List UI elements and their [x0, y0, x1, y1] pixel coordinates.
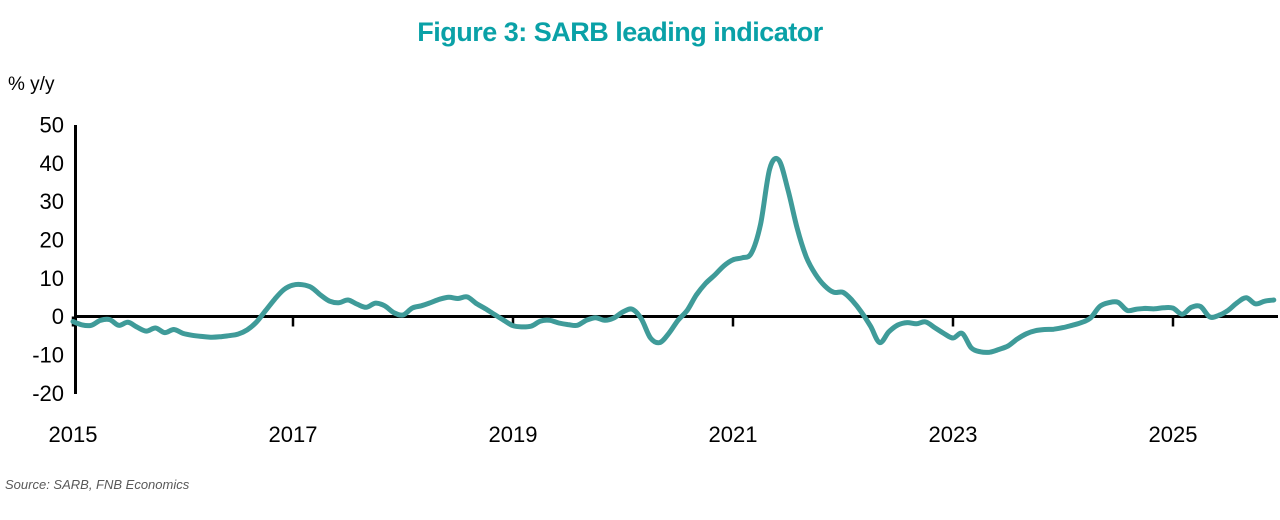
y-tick-label: 30: [40, 189, 64, 214]
x-tick-label: 2021: [709, 422, 758, 447]
y-tick-label: 20: [40, 228, 64, 253]
x-tick-label: 2025: [1149, 422, 1198, 447]
y-tick-label: 40: [40, 151, 64, 176]
x-tick-label: 2017: [269, 422, 318, 447]
y-tick-label: -20: [32, 381, 64, 406]
x-tick-label: 2023: [929, 422, 978, 447]
y-tick-label: 0: [52, 304, 64, 329]
x-tick-label: 2015: [49, 422, 98, 447]
x-tick-label: 2019: [489, 422, 538, 447]
indicator-line: [70, 155, 1277, 355]
y-tick-label: -10: [32, 343, 64, 368]
y-axis-unit-label: % y/y: [8, 74, 55, 95]
chart-title: Figure 3: SARB leading indicator: [417, 17, 823, 47]
source-note: Source: SARB, FNB Economics: [5, 477, 190, 492]
y-tick-label: 10: [40, 266, 64, 291]
y-tick-label: 50: [40, 113, 64, 138]
